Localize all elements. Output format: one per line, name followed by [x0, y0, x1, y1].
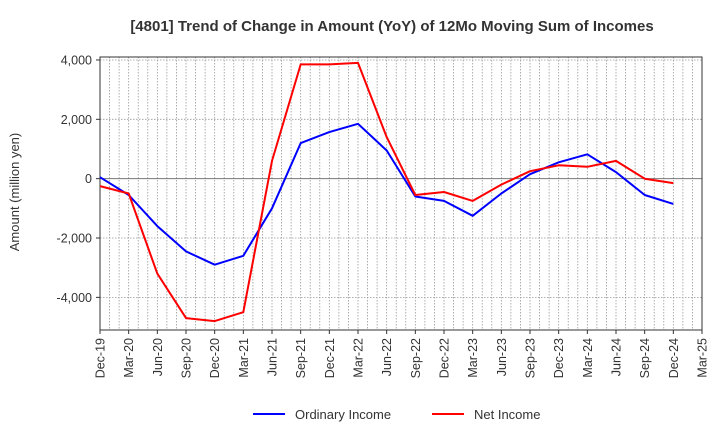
y-tick-labels: 4,000 2,000 0 -2,000 -4,000	[57, 53, 93, 304]
x-tick-label: Mar-22	[352, 338, 366, 378]
x-tick-label: Dec-22	[438, 338, 452, 378]
legend-label-1: Net Income	[474, 407, 540, 422]
y-tick-label: 0	[85, 172, 92, 186]
x-tick-label: Jun-22	[380, 338, 394, 376]
x-tick-label: Mar-25	[696, 338, 710, 378]
axes	[96, 56, 703, 334]
x-tick-label: Mar-21	[237, 338, 251, 378]
series	[99, 61, 674, 323]
x-tick-label: Jun-24	[610, 338, 624, 376]
x-tick-label: Dec-20	[208, 338, 222, 378]
x-tick-label: Sep-23	[524, 338, 538, 378]
y-tick-label: -2,000	[57, 232, 92, 246]
x-tick-label: Mar-23	[466, 338, 480, 378]
x-tick-label: Dec-19	[94, 338, 108, 378]
chart-title: [4801] Trend of Change in Amount (YoY) o…	[130, 18, 653, 35]
x-tick-label: Sep-22	[409, 338, 423, 378]
y-tick-label: -4,000	[57, 291, 92, 305]
x-tick-label: Dec-23	[552, 338, 566, 378]
x-tick-label: Jun-20	[151, 338, 165, 376]
x-tick-labels: Dec-19 Mar-20 Jun-20 Sep-20 Dec-20 Mar-21 Jun-…	[94, 338, 710, 378]
series-line-1	[99, 61, 674, 323]
legend-label-0: Ordinary Income	[295, 407, 391, 422]
x-tick-label: Jun-21	[266, 338, 280, 376]
plot-area	[100, 57, 702, 330]
x-tick-label: Dec-24	[667, 338, 681, 378]
y-axis-label: Amount (million yen)	[7, 133, 22, 252]
x-tick-label: Jun-23	[495, 338, 509, 376]
series-line-0	[99, 122, 674, 266]
x-tick-label: Sep-24	[638, 338, 652, 378]
plot-frame	[99, 56, 703, 331]
x-tick-label: Mar-24	[581, 338, 595, 378]
x-tick-label: Sep-21	[294, 338, 308, 378]
x-tick-label: Dec-21	[323, 338, 337, 378]
x-tick-label: Sep-20	[180, 338, 194, 378]
y-tick-label: 2,000	[61, 113, 92, 127]
x-tick-label: Mar-20	[122, 338, 136, 378]
legend: Ordinary Income Net Income	[253, 407, 540, 422]
grid	[99, 57, 703, 330]
y-tick-label: 4,000	[61, 53, 92, 67]
